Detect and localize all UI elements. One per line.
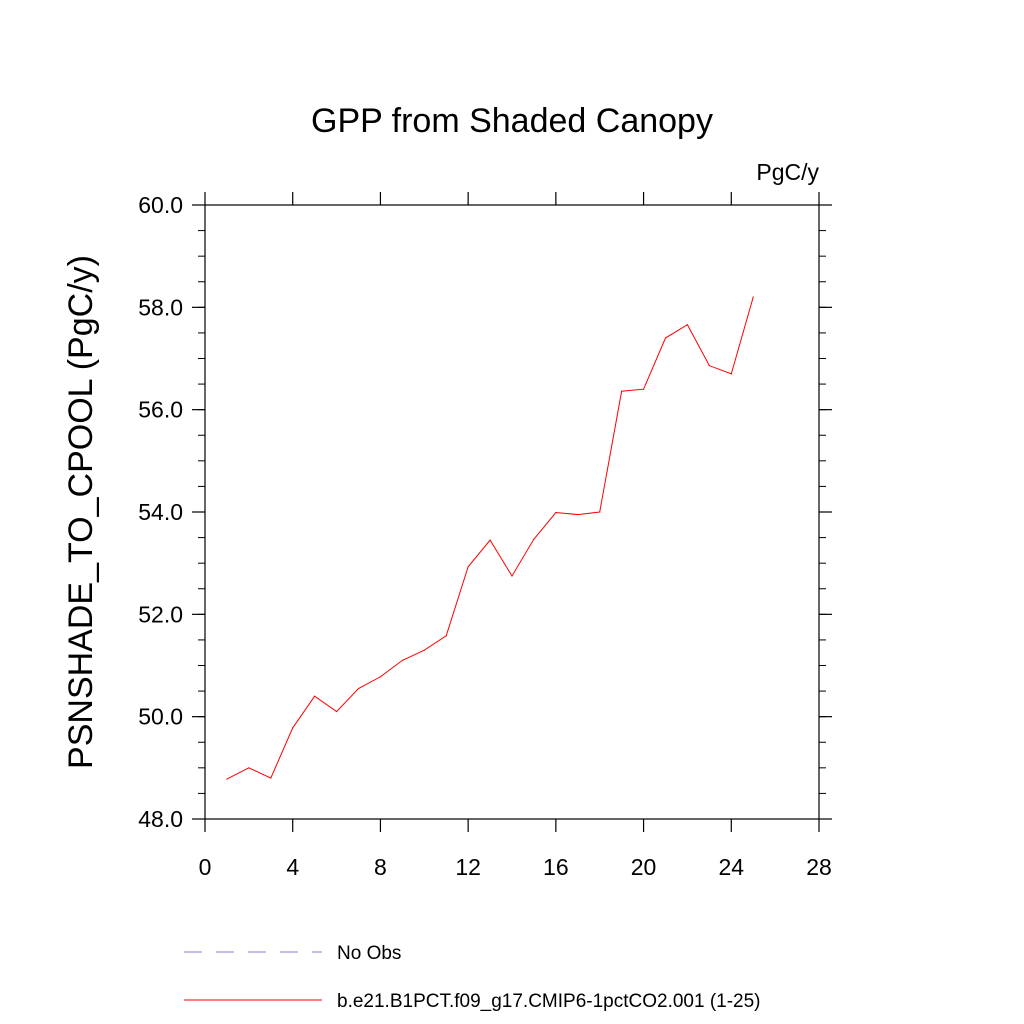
units-label: PgC/y <box>756 159 819 185</box>
data-point <box>599 511 601 513</box>
y-tick-label: 60.0 <box>138 192 183 218</box>
data-point <box>292 727 294 729</box>
chart-title: GPP from Shaded Canopy <box>311 102 713 140</box>
data-point <box>314 695 316 697</box>
data-point <box>379 676 382 678</box>
y-tick-label: 56.0 <box>138 397 183 423</box>
data-point <box>577 513 579 516</box>
data-point <box>335 710 338 713</box>
axis-ticks <box>192 192 832 832</box>
data-point <box>270 777 272 779</box>
data-point <box>489 539 491 541</box>
y-tick-label: 50.0 <box>138 704 183 730</box>
y-tick-label: 52.0 <box>138 601 183 627</box>
y-tick-label: 48.0 <box>138 806 183 832</box>
data-point <box>248 767 250 769</box>
legend: No Obs b.e21.B1PCT.f09_g17.CMIP6-1pctCO2.… <box>184 943 761 1012</box>
data-point <box>445 635 447 637</box>
y-tick-label: 54.0 <box>138 499 183 525</box>
legend-label: No Obs <box>337 943 401 964</box>
x-tick-label: 0 <box>199 854 212 880</box>
data-point <box>686 324 689 326</box>
data-point <box>226 778 228 780</box>
data-point <box>533 538 535 540</box>
x-tick-label: 24 <box>718 854 744 880</box>
x-tick-label: 12 <box>455 854 481 880</box>
x-tick-label: 4 <box>286 854 299 880</box>
x-tick-label: 8 <box>374 854 387 880</box>
data-point <box>511 575 513 577</box>
legend-label: b.e21.B1PCT.f09_g17.CMIP6-1pctCO2.001 (1… <box>337 991 761 1012</box>
data-point <box>357 687 360 690</box>
x-tick-labels: 0 4 8 12 16 20 24 28 <box>199 854 832 880</box>
data-point <box>752 296 754 298</box>
series-lines <box>226 296 754 780</box>
x-tick-label: 28 <box>806 854 832 880</box>
data-point <box>555 511 557 514</box>
x-tick-label: 16 <box>543 854 569 880</box>
series-line <box>226 296 754 780</box>
data-point <box>664 337 667 339</box>
data-point <box>467 566 469 568</box>
plot-area <box>204 204 820 820</box>
data-point <box>730 373 732 375</box>
y-tick-label: 58.0 <box>138 294 183 320</box>
data-point <box>642 388 645 390</box>
data-point <box>621 390 623 392</box>
y-axis-label: PSNSHADE_TO_CPOOL (PgC/y) <box>62 255 100 769</box>
data-point <box>401 659 403 661</box>
data-point <box>708 365 710 367</box>
data-point <box>423 649 425 651</box>
x-tick-label: 20 <box>631 854 657 880</box>
y-tick-labels: 48.0 50.0 52.0 54.0 56.0 58.0 60.0 <box>138 192 183 832</box>
